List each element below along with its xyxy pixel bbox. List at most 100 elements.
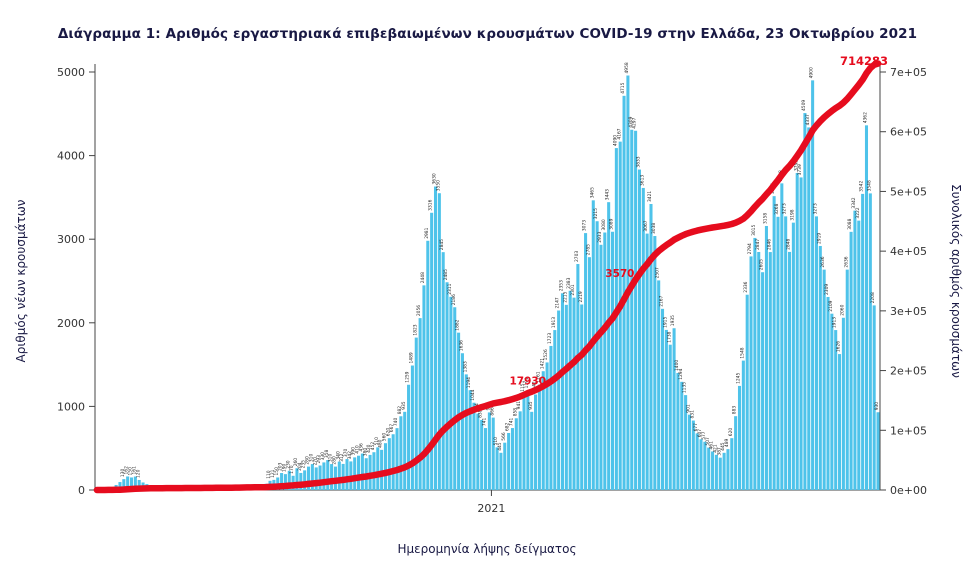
bar-value-label: 2448	[420, 272, 426, 283]
daily-cases-bar	[572, 297, 576, 490]
bar-value-label: 420	[366, 444, 372, 453]
daily-cases-bar	[834, 330, 838, 490]
daily-cases-bar	[441, 252, 445, 490]
bar-value-label: 1882	[455, 319, 461, 330]
daily-cases-bar	[360, 453, 364, 490]
bar-value-label: 3833	[636, 156, 642, 167]
daily-cases-bar	[534, 394, 538, 490]
daily-cases-bar	[741, 360, 745, 490]
daily-cases-bar	[737, 385, 742, 490]
bar-value-label: 2056	[416, 305, 422, 316]
bar-value-label: 170	[289, 465, 295, 474]
daily-cases-bar	[595, 221, 599, 491]
bar-value-label: 3073	[582, 220, 588, 231]
daily-cases-bar	[468, 390, 472, 490]
bar-value-label: 3222	[855, 207, 861, 218]
daily-cases-bar	[472, 402, 476, 490]
daily-cases-bar	[711, 451, 715, 490]
daily-cases-bar	[430, 212, 434, 490]
daily-cases-bar	[541, 371, 545, 490]
daily-cases-bar	[818, 245, 822, 490]
bar-value-label: 293	[316, 455, 322, 464]
daily-cases-bar	[761, 272, 765, 490]
bar-value-label: 4362	[863, 112, 869, 123]
bar-value-label: 4509	[801, 100, 807, 111]
daily-cases-bar	[537, 384, 541, 490]
bar-value-label: 390	[351, 447, 357, 456]
bar-value-label: 452	[370, 442, 376, 451]
daily-cases-bar	[410, 365, 414, 490]
bar-value-label: 370	[343, 449, 349, 458]
daily-cases-bar	[691, 420, 695, 490]
daily-cases-bar	[826, 296, 830, 490]
daily-cases-bar	[841, 317, 845, 490]
bar-value-label: 2919	[816, 233, 822, 244]
bar-value-label: 436	[358, 443, 364, 452]
y-right-axis-title: Συνολικός αριθμός κρουσμάτων	[949, 184, 963, 378]
daily-cases-bar	[576, 264, 580, 490]
bar-value-label: 1044	[470, 389, 476, 400]
daily-cases-bar	[310, 464, 314, 490]
bar-value-label: 1151	[520, 380, 526, 391]
daily-cases-bar	[637, 169, 641, 490]
bar-value-label: 190	[282, 464, 288, 473]
bar-value-label: 858	[512, 408, 518, 417]
daily-cases-bar	[684, 395, 688, 490]
daily-cases-bar	[337, 461, 341, 490]
daily-cases-bar	[318, 465, 322, 490]
y-right-tick-label: 6e+05	[890, 126, 927, 139]
bar-value-label: 330	[320, 452, 326, 461]
bar-value-label: 2847	[755, 239, 761, 250]
daily-cases-bar	[295, 468, 299, 490]
bar-value-label: 577	[701, 431, 707, 440]
daily-cases-bar	[122, 479, 126, 490]
bar-value-label: 2353	[559, 280, 565, 291]
bar-value-label: 1294	[678, 368, 684, 379]
bar-value-label: 4090	[612, 135, 618, 146]
bar-value-label: 310	[328, 454, 334, 463]
bar-value-label: 3465	[589, 187, 595, 198]
daily-cases-bar	[437, 193, 441, 490]
bar-value-label: 480	[378, 439, 384, 448]
daily-cases-bar	[695, 433, 699, 490]
bar-value-label: 677	[693, 423, 699, 432]
bar-value-label: 2147	[555, 297, 561, 308]
daily-cases-bar	[545, 362, 549, 490]
daily-cases-bar	[634, 130, 638, 490]
bar-value-label: 2848	[786, 239, 792, 250]
bar-value-label: 741	[509, 418, 515, 427]
bar-value-label: 380	[362, 448, 368, 457]
bar-value-label: 4167	[616, 128, 622, 139]
y-left-tick-label: 5000	[57, 66, 85, 79]
daily-cases-bar	[395, 428, 399, 490]
daily-cases-bar	[283, 474, 287, 490]
daily-cases-bar	[399, 416, 403, 490]
bar-value-label: 935	[401, 401, 407, 410]
daily-cases-bar	[784, 216, 788, 490]
daily-cases-bar	[568, 290, 572, 490]
bar-value-label: 2219	[578, 291, 584, 302]
daily-cases-bar	[707, 447, 711, 490]
bar-value-label: 3067	[643, 220, 649, 231]
bar-value-label: 421	[713, 444, 719, 453]
daily-cases-bar	[668, 344, 672, 490]
daily-cases-bar	[618, 141, 622, 490]
bar-value-label: 1935	[670, 315, 676, 326]
daily-cases-bar	[664, 329, 668, 490]
daily-cases-bar	[757, 251, 761, 490]
y-left-tick-label: 4000	[57, 150, 85, 163]
daily-cases-bar	[722, 452, 726, 490]
bar-value-label: 941	[516, 401, 522, 410]
bar-value-label: 2167	[659, 295, 665, 306]
bar-value-label: 3038	[651, 223, 657, 234]
daily-cases-bar	[830, 313, 834, 490]
daily-cases-bar	[811, 80, 815, 491]
bar-value-label: 3542	[859, 181, 865, 192]
bar-value-label: 3268	[774, 203, 780, 214]
daily-cases-bar	[426, 240, 430, 490]
daily-cases-bar	[326, 460, 330, 490]
bar-value-label: 2485	[443, 269, 449, 280]
daily-cases-bar	[584, 233, 588, 490]
